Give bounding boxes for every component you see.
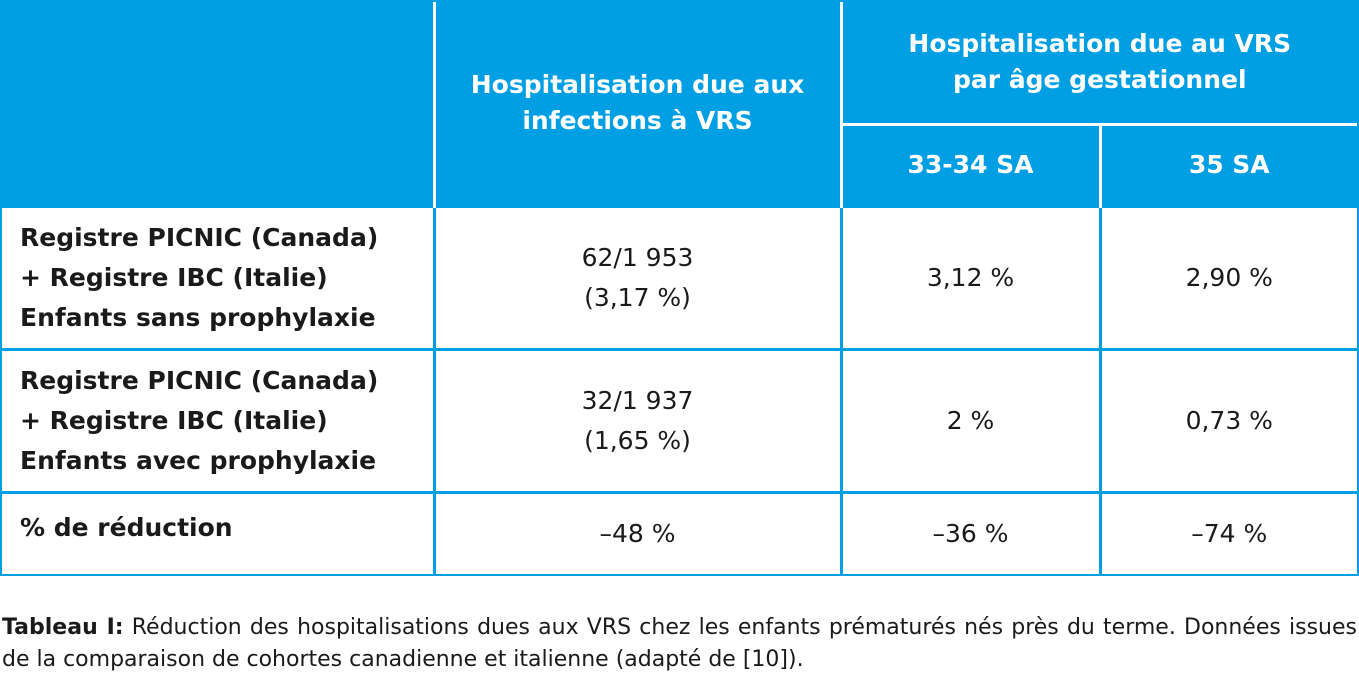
header-gestational-age: Hospitalisation due au VRS par âge gesta… [841, 2, 1357, 126]
row-label-line1: Registre PICNIC (Canada) [20, 365, 379, 395]
row-label-line3: Enfants sans prophylaxie [20, 302, 376, 332]
table-row: Registre PICNIC (Canada) + Registre IBC … [2, 204, 1357, 349]
cell-33-34-sa: 2 % [839, 347, 1100, 492]
cell-hospitalisation: 62/1 953 (3,17 %) [432, 204, 841, 349]
cell-33-34-sa: 3,12 % [839, 204, 1100, 349]
row-label-line2: + Registre IBC (Italie) [20, 405, 328, 435]
caption-label: Tableau I: [2, 615, 124, 640]
rsv-hospitalisation-table: Hospitalisation due aux infections à VRS… [2, 2, 1357, 574]
table-caption: Tableau I: Réduction des hospitalisation… [2, 612, 1357, 676]
cell-35-sa: –74 % [1098, 490, 1357, 574]
row-label-line2: + Registre IBC (Italie) [20, 262, 328, 292]
header-35-sa: 35 SA [1100, 124, 1357, 206]
row-label-line1: Registre PICNIC (Canada) [20, 222, 379, 252]
header-hosp-line1: Hospitalisation due aux [470, 70, 805, 100]
row-label-line3: Enfants avec prophylaxie [20, 445, 377, 475]
cell-hosp-count: 32/1 937 [581, 385, 694, 415]
cell-hospitalisation: 32/1 937 (1,65 %) [432, 347, 841, 492]
data-table: Hospitalisation due aux infections à VRS… [0, 0, 1359, 576]
header-33-34-sa: 33-34 SA [841, 124, 1102, 206]
cell-hosp-percent: (1,65 %) [584, 425, 691, 455]
cell-hosp-percent: (3,17 %) [584, 282, 691, 312]
caption-text: Réduction des hospitalisations dues aux … [2, 615, 1357, 672]
row-label-reduction: % de réduction [2, 490, 434, 574]
header-gest-line1: Hospitalisation due au VRS [908, 29, 1292, 59]
cell-33-34-sa: –36 % [839, 490, 1100, 574]
row-label: Registre PICNIC (Canada) + Registre IBC … [2, 347, 434, 492]
cell-hosp-count: 62/1 953 [581, 242, 694, 272]
header-hosp-line2: infections à VRS [522, 106, 753, 136]
header-hospitalisation-infections: Hospitalisation due aux infections à VRS [434, 2, 843, 206]
cell-hospitalisation: –48 % [432, 490, 841, 574]
cell-35-sa: 0,73 % [1098, 347, 1357, 492]
row-label: Registre PICNIC (Canada) + Registre IBC … [2, 204, 434, 349]
table-row: % de réduction –48 % –36 % –74 % [2, 490, 1357, 574]
cell-35-sa: 2,90 % [1098, 204, 1357, 349]
header-corner [2, 2, 436, 206]
header-gest-line2: par âge gestationnel [952, 65, 1247, 95]
table-row: Registre PICNIC (Canada) + Registre IBC … [2, 347, 1357, 492]
